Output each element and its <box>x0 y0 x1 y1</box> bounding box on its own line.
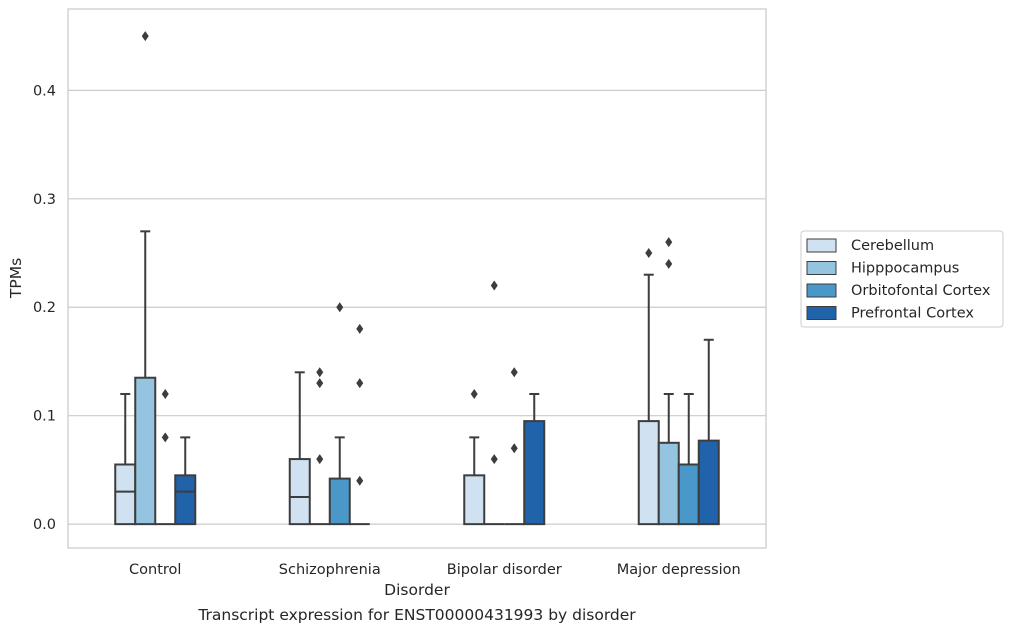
legend-swatch <box>806 283 837 298</box>
box-plot <box>463 389 486 526</box>
box-plot <box>349 323 370 526</box>
outlier-point <box>665 237 673 248</box>
legend-label: Hipppocampus <box>851 261 959 277</box>
outlier-point <box>470 389 478 399</box>
outlier-point <box>490 280 498 291</box>
outlier-point <box>161 432 169 443</box>
outlier-point <box>356 323 364 334</box>
box-plot <box>114 393 137 526</box>
x-tick-label: Schizophrenia <box>279 562 381 578</box>
legend: Cerebellum Hipppocampus Orbitofontal Corte… <box>800 230 1004 328</box>
box-plot <box>697 338 720 526</box>
y-tick-label: 0.1 <box>33 409 56 425</box>
box-plot <box>134 31 157 526</box>
legend-frame <box>800 230 1004 328</box>
outlier-point <box>316 454 324 465</box>
y-tick-label: 0.0 <box>33 517 56 533</box>
box-plots <box>114 31 720 526</box>
legend-label: Orbitofontal Cortex <box>851 283 991 299</box>
box-plot <box>504 367 525 526</box>
legend-swatch <box>806 306 837 320</box>
outlier-point <box>510 443 518 454</box>
box-plot <box>155 389 176 526</box>
legend-label: Prefrontal Cortex <box>851 306 974 322</box>
box <box>463 474 486 526</box>
box <box>657 441 680 526</box>
box-plot <box>677 393 700 526</box>
x-tick-label: Control <box>129 562 181 578</box>
x-axis-label: Disorder <box>384 581 450 599</box>
box <box>637 420 660 526</box>
x-tick-label: Bipolar disorder <box>447 562 562 578</box>
outlier-point <box>316 367 324 378</box>
outlier-point <box>336 302 344 313</box>
outlier-point <box>161 389 169 399</box>
outlier-point <box>490 454 498 465</box>
y-tick-label: 0.3 <box>33 192 56 208</box>
box <box>523 420 546 526</box>
legend-swatch <box>806 261 837 275</box>
plot-frame <box>67 8 767 549</box>
y-tick-label: 0.4 <box>33 83 56 99</box>
legend-label: Cerebellum <box>851 238 934 254</box>
outlier-point <box>141 31 149 42</box>
y-axis-label: TPMs <box>7 258 25 299</box>
box-plot <box>174 436 197 526</box>
box <box>134 376 157 526</box>
box-plot <box>288 371 311 526</box>
box <box>114 463 137 526</box>
box-plot <box>637 248 660 526</box>
x-tick-label: Major depression <box>617 562 741 578</box>
box-plot <box>309 367 330 526</box>
outlier-point <box>356 475 364 486</box>
outlier-point <box>316 378 324 389</box>
outlier-point <box>356 378 364 389</box>
box <box>174 474 197 526</box>
y-tick-label: 0.2 <box>33 300 56 316</box>
box <box>288 458 311 526</box>
box-plot <box>328 302 351 526</box>
box <box>697 439 720 526</box>
legend-swatch <box>806 238 837 253</box>
box <box>677 463 700 526</box>
chart-caption: Transcript expression for ENST0000043199… <box>198 606 636 624</box>
box <box>328 477 351 526</box>
x-axis-ticks: Control Schizophrenia Bipolar disorder Majo… <box>129 562 741 578</box>
box-plot <box>523 393 546 526</box>
outlier-point <box>665 258 673 269</box>
outlier-point <box>645 248 653 259</box>
box-plot <box>657 237 680 526</box>
outlier-point <box>510 367 518 378</box>
box-plot <box>484 280 505 526</box>
y-axis-ticks: 0.0 0.1 0.2 0.3 0.4 <box>33 83 56 533</box>
